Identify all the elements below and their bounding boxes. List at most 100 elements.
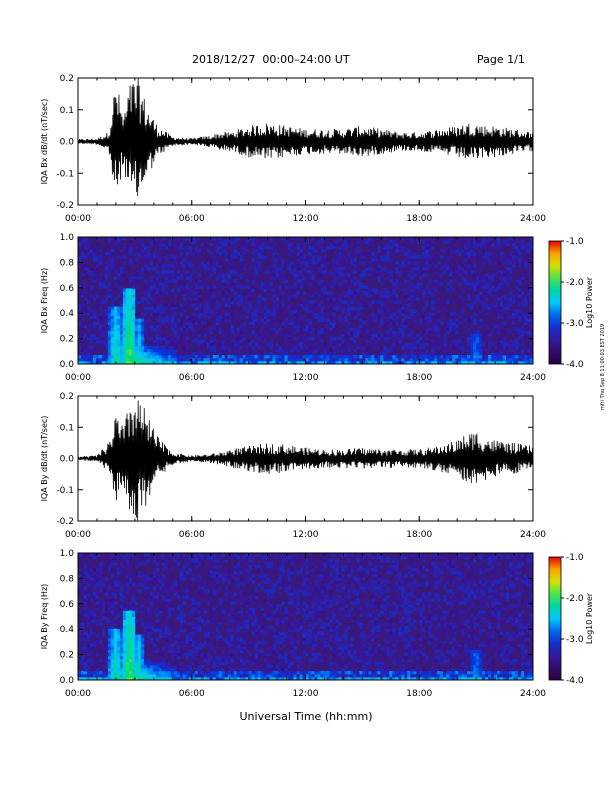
heatmap-cell — [80, 273, 85, 277]
heatmap-cell — [152, 661, 157, 666]
heatmap-cell — [344, 321, 348, 326]
heatmap-cell — [83, 342, 88, 347]
heatmap-cell — [191, 303, 196, 307]
heatmap-cell — [407, 315, 411, 320]
heatmap-cell — [212, 354, 217, 359]
heatmap-cell — [308, 312, 312, 317]
heatmap-cell — [290, 318, 294, 323]
heatmap-cell — [188, 637, 193, 642]
heatmap-cell — [167, 583, 172, 587]
heatmap-cell — [137, 643, 142, 648]
heatmap-cell — [212, 670, 217, 675]
heatmap-cell — [107, 652, 112, 657]
heatmap-cell — [479, 258, 483, 262]
heatmap-cell — [119, 336, 124, 341]
heatmap-cell — [125, 339, 130, 344]
heatmap-cell — [419, 276, 423, 280]
heatmap-cell — [278, 360, 282, 364]
heatmap-cell — [284, 348, 288, 353]
heatmap-cell — [140, 622, 145, 626]
heatmap-cell — [428, 282, 432, 286]
heatmap-cell — [143, 661, 148, 666]
heatmap-cell — [413, 237, 417, 241]
heatmap-cell — [209, 571, 214, 575]
heatmap-cell — [353, 297, 357, 301]
heatmap-cell — [149, 306, 154, 310]
heatmap-cell — [212, 592, 217, 596]
heatmap-cell — [410, 288, 414, 292]
heatmap-cell — [326, 351, 330, 356]
heatmap-cell — [497, 306, 501, 310]
heatmap-cell — [122, 667, 127, 672]
heatmap-cell — [173, 267, 178, 271]
heatmap-cell — [224, 273, 229, 277]
heatmap-cell — [107, 321, 112, 326]
heatmap-cell — [527, 354, 531, 359]
heatmap-cell — [134, 655, 139, 660]
heatmap-cell — [92, 619, 97, 623]
heatmap-cell — [461, 309, 465, 313]
heatmap-cell — [473, 237, 477, 241]
heatmap-cell — [209, 237, 214, 241]
heatmap-cell — [116, 336, 121, 341]
heatmap-cell — [509, 276, 513, 280]
heatmap-cell — [296, 258, 300, 262]
heatmap-cell — [500, 321, 504, 326]
heatmap-cell — [188, 586, 193, 590]
heatmap-cell — [179, 661, 184, 666]
heatmap-cell — [395, 306, 399, 310]
heatmap-cell — [164, 315, 169, 320]
heatmap-cell — [119, 309, 124, 313]
heatmap-cell — [251, 306, 256, 310]
heatmap-cell — [78, 583, 82, 587]
heatmap-cell — [110, 327, 115, 332]
heatmap-cell — [86, 664, 91, 669]
heatmap-cell — [446, 252, 450, 256]
heatmap-cell — [413, 342, 417, 347]
heatmap-cell — [140, 270, 145, 274]
heatmap-cell — [518, 318, 522, 323]
heatmap-cell — [146, 673, 151, 678]
heatmap-cell — [191, 240, 196, 244]
heatmap-cell — [104, 676, 109, 680]
heatmap-cell — [158, 246, 163, 250]
heatmap-cell — [254, 246, 258, 250]
heatmap-cell — [449, 279, 453, 283]
heatmap-cell — [233, 297, 238, 301]
heatmap-cell — [356, 252, 360, 256]
heatmap-cell — [473, 330, 477, 335]
heatmap-cell — [485, 240, 489, 244]
heatmap-cell — [149, 592, 154, 596]
heatmap-cell — [344, 279, 348, 283]
heatmap-cell — [458, 294, 462, 298]
heatmap-cell — [374, 354, 378, 359]
heatmap-cell — [119, 339, 124, 344]
heatmap-cell — [98, 300, 103, 304]
heatmap-cell — [221, 285, 226, 289]
heatmap-cell — [518, 342, 522, 347]
heatmap-cell — [272, 303, 276, 307]
heatmap-cell — [503, 255, 507, 259]
heatmap-cell — [326, 237, 330, 241]
heatmap-cell — [299, 273, 303, 277]
heatmap-cell — [251, 354, 256, 359]
heatmap-cell — [317, 252, 321, 256]
heatmap-cell — [389, 270, 393, 274]
heatmap-cell — [134, 276, 139, 280]
heatmap-cell — [287, 246, 291, 250]
heatmap-cell — [116, 571, 121, 575]
heatmap-cell — [302, 261, 306, 265]
heatmap-cell — [449, 318, 453, 323]
heatmap-cell — [95, 667, 100, 672]
heatmap-cell — [257, 258, 261, 262]
heatmap-cell — [143, 312, 148, 317]
heatmap-cell — [206, 643, 211, 648]
heatmap-cell — [287, 336, 291, 341]
heatmap-cell — [524, 318, 528, 323]
heatmap-cell — [323, 249, 327, 253]
heatmap-cell — [476, 348, 480, 353]
heatmap-cell — [215, 354, 220, 359]
heatmap-cell — [347, 255, 351, 259]
heatmap-cell — [458, 336, 462, 341]
heatmap-cell — [464, 249, 468, 253]
